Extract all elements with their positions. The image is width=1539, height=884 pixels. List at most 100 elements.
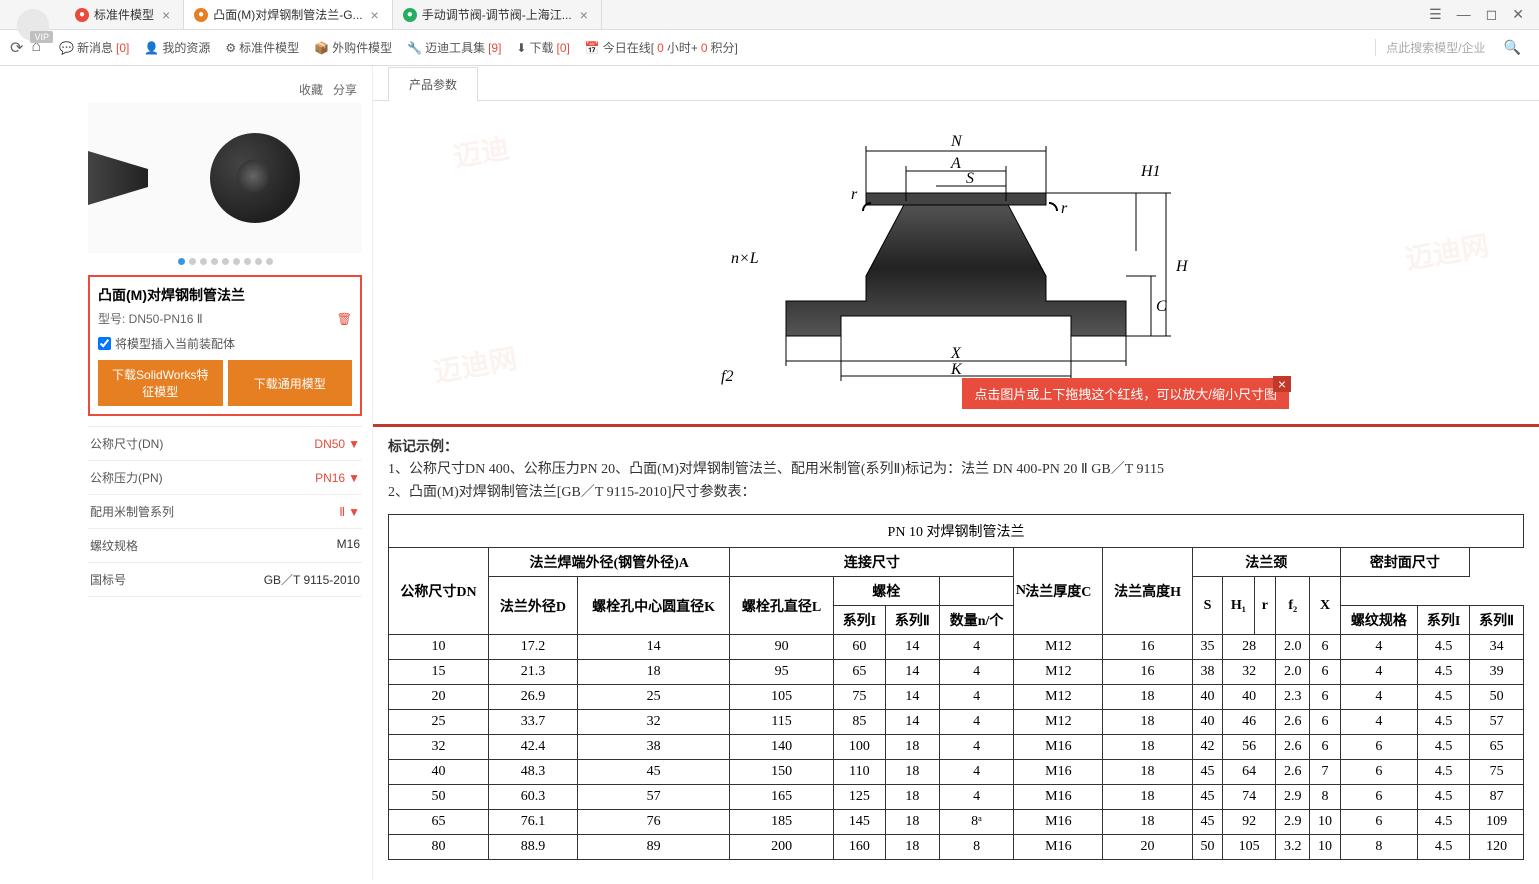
- svg-text:C: C: [1156, 298, 1167, 315]
- table-cell: 15: [389, 660, 489, 685]
- table-header: 系列Ⅱ: [885, 606, 939, 635]
- content: 产品参数 迈迪 迈迪网 迈迪网: [373, 66, 1539, 880]
- new-message-link[interactable]: 💬新消息[0]: [59, 39, 129, 56]
- table-cell: M12: [1014, 660, 1103, 685]
- table-cell: 4.5: [1418, 810, 1470, 835]
- table-cell: 32: [389, 735, 489, 760]
- diagram-area[interactable]: 迈迪 迈迪网 迈迪网: [373, 101, 1539, 427]
- param-value: DN50 ▼: [314, 435, 360, 452]
- ext-model-link[interactable]: 📦外购件模型: [314, 39, 392, 56]
- table-cell: 150: [730, 760, 834, 785]
- search-icon[interactable]: 🔍: [1496, 39, 1529, 56]
- table-cell: 4: [939, 785, 1014, 810]
- table-header: 法兰高度H: [1103, 548, 1193, 635]
- carousel-dot[interactable]: [266, 258, 273, 265]
- carousel-dots: [88, 258, 362, 265]
- table-cell: 6: [1340, 760, 1417, 785]
- table-header: 螺栓孔直径L: [730, 577, 834, 635]
- param-row[interactable]: 配用米制管系列 Ⅱ ▼: [88, 495, 362, 529]
- table-header: 螺栓: [833, 577, 939, 606]
- tools-link[interactable]: 🔧迈迪工具集[9]: [407, 39, 501, 56]
- table-cell: 2.0: [1276, 660, 1310, 685]
- svg-text:X: X: [950, 345, 962, 362]
- table-cell: 8: [939, 835, 1014, 860]
- table-cell: 88.9: [489, 835, 578, 860]
- tab-product-params[interactable]: 产品参数: [388, 67, 478, 101]
- carousel-dot[interactable]: [233, 258, 240, 265]
- table-cell: 74: [1223, 785, 1276, 810]
- insert-assembly-checkbox[interactable]: [98, 337, 111, 350]
- menu-icon[interactable]: ☰: [1429, 6, 1442, 23]
- collect-link[interactable]: 收藏: [299, 81, 323, 98]
- carousel-dot[interactable]: [200, 258, 207, 265]
- browser-tab[interactable]: ● 标准件模型 ×: [65, 0, 184, 29]
- share-link[interactable]: 分享: [333, 81, 357, 98]
- tab-title: 凸面(M)对焊钢制管法兰-G...: [213, 6, 362, 23]
- carousel-dot[interactable]: [244, 258, 251, 265]
- table-cell: 4: [939, 760, 1014, 785]
- delete-icon[interactable]: 🗑: [337, 312, 352, 326]
- online-status: 📅今日在线[0小时+ 0积分]: [585, 39, 738, 56]
- table-cell: 2.6: [1276, 710, 1310, 735]
- tab-icon: ●: [194, 8, 208, 22]
- minimize-icon[interactable]: —: [1457, 6, 1471, 23]
- table-cell: 6: [1310, 735, 1340, 760]
- table-cell: 40: [1223, 685, 1276, 710]
- param-label: 配用米制管系列: [90, 503, 174, 520]
- close-window-icon[interactable]: ✕: [1512, 6, 1524, 23]
- avatar-area: VIP: [0, 0, 65, 31]
- browser-tab[interactable]: ● 凸面(M)对焊钢制管法兰-G... ×: [184, 0, 393, 29]
- table-cell: 92: [1223, 810, 1276, 835]
- download-link[interactable]: ⬇下载[0]: [516, 39, 569, 56]
- table-cell: 2.0: [1276, 635, 1310, 660]
- carousel-dot[interactable]: [178, 258, 185, 265]
- refresh-icon[interactable]: ⟳: [10, 38, 23, 58]
- table-row: 2026.92510575144M121840402.3644.550: [389, 685, 1524, 710]
- table-cell: 6: [1310, 685, 1340, 710]
- table-row: 3242.438140100184M161842562.6664.565: [389, 735, 1524, 760]
- param-row[interactable]: 公称压力(PN) PN16 ▼: [88, 461, 362, 495]
- carousel-dot[interactable]: [189, 258, 196, 265]
- table-cell: 18: [885, 735, 939, 760]
- table-header: f₂: [1276, 577, 1310, 635]
- table-cell: 14: [885, 660, 939, 685]
- tab-close-icon[interactable]: ×: [577, 7, 591, 23]
- table-cell: 32: [1223, 660, 1276, 685]
- std-model-link[interactable]: ⚙标准件模型: [225, 39, 299, 56]
- carousel-dot[interactable]: [222, 258, 229, 265]
- maximize-icon[interactable]: ◻: [1486, 6, 1498, 23]
- table-header: 系列Ⅱ: [1470, 606, 1524, 635]
- table-cell: 7: [1310, 760, 1340, 785]
- param-row[interactable]: 公称尺寸(DN) DN50 ▼: [88, 427, 362, 461]
- chevron-down-icon: ▼: [348, 505, 360, 519]
- table-cell: 4: [939, 635, 1014, 660]
- tab-close-icon[interactable]: ×: [159, 7, 173, 23]
- svg-text:r: r: [851, 186, 858, 203]
- table-cell: 40: [1192, 685, 1222, 710]
- table-cell: 4.5: [1418, 710, 1470, 735]
- download-sw-button[interactable]: 下载SolidWorks特征模型: [98, 360, 223, 406]
- table-cell: 25: [577, 685, 729, 710]
- table-cell: 165: [730, 785, 834, 810]
- table-cell: 64: [1223, 760, 1276, 785]
- table-cell: 18: [1103, 760, 1193, 785]
- download-generic-button[interactable]: 下载通用模型: [228, 360, 353, 406]
- diagram-tooltip: 点击图片或上下拖拽这个红线，可以放大/缩小尺寸图 ×: [962, 378, 1289, 409]
- carousel-dot[interactable]: [255, 258, 262, 265]
- table-cell: 140: [730, 735, 834, 760]
- table-cell: 18: [885, 810, 939, 835]
- tab-title: 标准件模型: [94, 6, 154, 23]
- flange-diagram: N A S H1 H C n×L r r f2 X K: [656, 121, 1256, 401]
- carousel-dot[interactable]: [211, 258, 218, 265]
- preview-image[interactable]: [88, 103, 362, 253]
- table-cell: 6: [1340, 785, 1417, 810]
- table-cell: 4.5: [1418, 760, 1470, 785]
- search-input[interactable]: 点此搜索模型/企业: [1386, 39, 1485, 56]
- table-header: X: [1310, 577, 1340, 635]
- table-cell: 18: [1103, 810, 1193, 835]
- browser-tab[interactable]: ● 手动调节阀-调节阀-上海江... ×: [393, 0, 602, 29]
- tab-close-icon[interactable]: ×: [368, 7, 382, 23]
- tooltip-close-icon[interactable]: ×: [1273, 376, 1291, 392]
- my-resources-link[interactable]: 👤我的资源: [144, 39, 210, 56]
- table-cell: 3.2: [1276, 835, 1310, 860]
